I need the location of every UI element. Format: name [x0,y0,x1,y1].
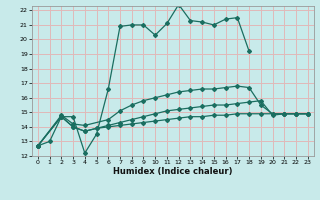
X-axis label: Humidex (Indice chaleur): Humidex (Indice chaleur) [113,167,233,176]
